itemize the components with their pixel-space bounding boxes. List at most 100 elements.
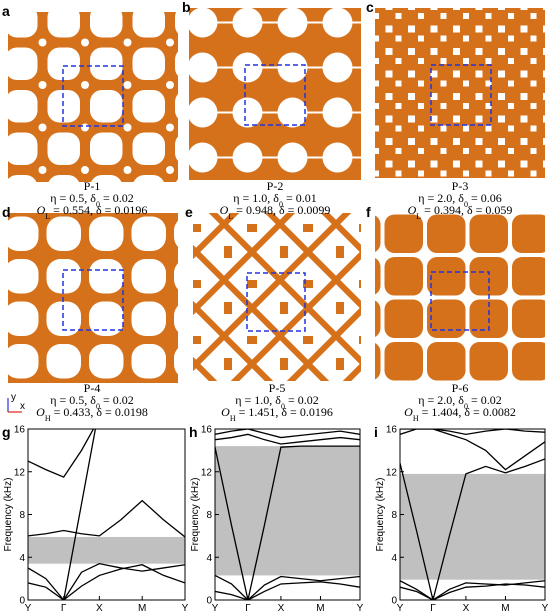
- pattern-p6: [375, 213, 545, 383]
- bandgap: [28, 536, 185, 564]
- panel-letter: f: [366, 204, 371, 220]
- caption-text: L: [45, 212, 50, 221]
- band: [215, 574, 360, 600]
- band: [215, 433, 360, 445]
- caption-text: η = 2.0, δ: [418, 191, 464, 205]
- caption-text: = 1.451, δ = 0.0196: [236, 405, 333, 419]
- unit-cell: [430, 271, 490, 331]
- band: [400, 429, 545, 436]
- caption-line: OH = 1.404, δ = 0.0082: [404, 405, 516, 423]
- panel-letter: g: [2, 424, 11, 440]
- panel-letter: a: [2, 3, 10, 19]
- y-tick-label: 16: [201, 425, 213, 436]
- pattern-name: P-2: [267, 179, 284, 193]
- band: [63, 429, 97, 600]
- x-tick-label: Y: [182, 603, 189, 614]
- x-tick-label: X: [96, 603, 103, 614]
- y-tick-label: 0: [19, 596, 25, 607]
- caption-text: H: [230, 414, 236, 423]
- caption-text: O: [404, 405, 413, 419]
- panel-letter: h: [189, 424, 198, 440]
- y-tick-label: 4: [19, 553, 25, 564]
- caption-line: η = 1.0, δ0 = 0.02: [235, 393, 318, 411]
- caption-line: OH = 0.433, δ = 0.0198: [36, 405, 148, 423]
- caption-text: 0: [281, 402, 285, 411]
- y-tick-label: 12: [14, 467, 26, 478]
- pattern-p2: [189, 8, 361, 180]
- x-tick-label: M: [138, 603, 146, 614]
- caption-text: = 0.06: [468, 191, 502, 205]
- y-tick-label: 8: [391, 510, 397, 521]
- unit-cell: [244, 64, 306, 126]
- pattern-p3: [375, 8, 545, 178]
- caption-text: = 0.948, δ = 0.0099: [233, 203, 330, 217]
- y-tick-label: 8: [206, 510, 212, 521]
- x-tick-label: M: [501, 603, 509, 614]
- band: [400, 580, 545, 600]
- caption-text: H: [413, 414, 419, 423]
- x-tick-label: Γ: [245, 603, 251, 614]
- caption-text: = 0.554, δ = 0.0196: [50, 203, 147, 217]
- x-tick-label: Y: [357, 603, 364, 614]
- unit-cell: [430, 64, 492, 126]
- patterns: y x: [7, 8, 545, 413]
- caption-text: O: [37, 203, 46, 217]
- caption-line: η = 0.5, δ0 = 0.02: [50, 393, 133, 411]
- pattern-p5: [193, 213, 361, 381]
- x-tick-label: Γ: [61, 603, 67, 614]
- caption-text: η = 1.0, δ: [235, 393, 281, 407]
- caption-text: = 0.394, δ = 0.059: [421, 203, 512, 217]
- pattern-name: P-1: [84, 179, 101, 193]
- caption-text: 0: [96, 402, 100, 411]
- caption-text: = 0.02: [468, 393, 502, 407]
- band: [28, 564, 185, 600]
- caption-text: L: [228, 212, 233, 221]
- caption-text: O: [36, 405, 45, 419]
- panel-letter: i: [374, 424, 378, 440]
- x-tick-label: Y: [542, 603, 549, 614]
- caption-text: = 0.02: [100, 393, 134, 407]
- band: [215, 429, 360, 439]
- axis-y-label: y: [11, 392, 16, 403]
- y-tick-label: 0: [206, 596, 212, 607]
- pattern-p4: [8, 213, 178, 383]
- x-tick-label: X: [278, 603, 285, 614]
- panel-letter: c: [366, 0, 374, 15]
- caption-text: = 1.404, δ = 0.0082: [419, 405, 516, 419]
- caption-text: η = 2.0, δ: [418, 393, 464, 407]
- panel-letter: b: [182, 0, 191, 15]
- caption-text: η = 0.5, δ: [50, 191, 96, 205]
- y-axis-label: Frequency (kHz): [190, 478, 201, 552]
- y-tick-label: 12: [201, 467, 213, 478]
- bandgap: [400, 473, 545, 580]
- caption-text: H: [45, 414, 51, 423]
- bandgap: [215, 446, 360, 576]
- unit-cell: [62, 65, 124, 127]
- band: [28, 499, 185, 538]
- caption-text: O: [221, 405, 230, 419]
- caption-line: OH = 1.451, δ = 0.0196: [221, 405, 333, 423]
- y-axis-label: Frequency (kHz): [375, 478, 386, 552]
- caption-text: L: [416, 212, 421, 221]
- axis-x-label: x: [20, 401, 25, 412]
- band: [400, 429, 545, 471]
- band: [400, 583, 545, 600]
- caption-line: OL = 0.554, δ = 0.0196: [37, 203, 148, 221]
- x-tick-label: Y: [25, 603, 32, 614]
- y-tick-label: 8: [19, 510, 25, 521]
- caption-text: η = 0.5, δ: [50, 393, 96, 407]
- y-tick-label: 12: [386, 467, 398, 478]
- panel-letter: e: [185, 204, 193, 220]
- band: [400, 458, 545, 600]
- unit-cell: [62, 269, 124, 331]
- x-tick-label: Y: [397, 603, 404, 614]
- x-tick-label: X: [463, 603, 470, 614]
- caption-text: η = 1.0, δ: [233, 191, 279, 205]
- x-tick-label: Y: [212, 603, 219, 614]
- pattern-name: P-3: [452, 179, 469, 193]
- caption-text: 0: [464, 402, 468, 411]
- y-tick-label: 4: [206, 553, 212, 564]
- band: [215, 445, 360, 600]
- pattern-name: P-5: [269, 381, 286, 395]
